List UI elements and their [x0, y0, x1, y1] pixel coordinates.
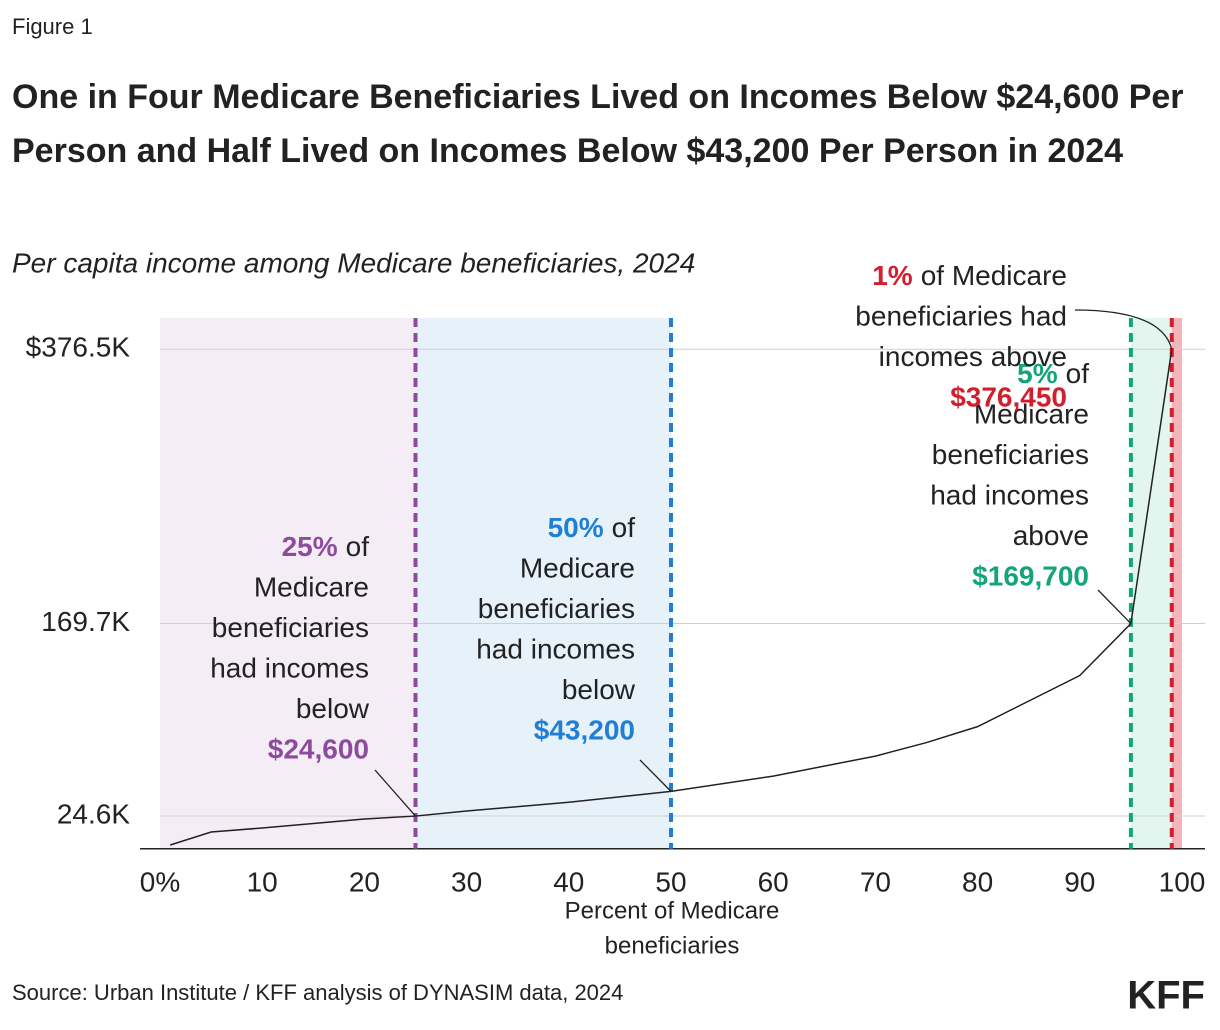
- annotation-text-part: had incomes: [476, 634, 635, 665]
- annotation-text: 25% of: [282, 531, 370, 562]
- annotation-text-part: beneficiaries had: [855, 301, 1067, 332]
- y-tick-label: $376.5K: [26, 332, 131, 363]
- annotation-text-part: below: [562, 674, 636, 705]
- annotation-text: $24,600: [268, 734, 369, 765]
- annotation-text: $43,200: [534, 715, 635, 746]
- x-tick-label: 20: [349, 866, 380, 897]
- annotation-text-part: below: [296, 693, 370, 724]
- annotation-text-part: Medicare: [254, 572, 369, 603]
- annotation-text-part: of: [612, 512, 636, 543]
- annotation-text: had incomes: [930, 480, 1089, 511]
- annotation-text: Medicare: [974, 399, 1089, 430]
- annotation-text-part: beneficiaries: [478, 593, 635, 624]
- y-tick-label: 169.7K: [41, 606, 130, 637]
- annotation-value: $24,600: [268, 734, 369, 765]
- x-tick-label: 50: [655, 866, 686, 897]
- annotation-text: 1% of Medicare: [872, 260, 1067, 291]
- annotation-text-part: Medicare: [520, 553, 635, 584]
- figure-label: Figure 1: [12, 14, 93, 39]
- annotation-text-part: above: [1013, 520, 1089, 551]
- annotation-text-part: had incomes: [210, 653, 369, 684]
- annotation-text: above: [1013, 520, 1089, 551]
- annotation-leader: [1074, 309, 1173, 350]
- shaded-region: [1171, 318, 1182, 849]
- annotation-text: beneficiaries: [212, 612, 369, 643]
- annotation-text: had incomes: [210, 653, 369, 684]
- x-tick-label: 0%: [140, 866, 180, 897]
- y-tick-label: 24.6K: [57, 798, 130, 829]
- annotation-value: $376,450: [950, 382, 1067, 413]
- x-tick-label: 10: [247, 866, 278, 897]
- annotation-text: $376,450: [950, 382, 1067, 413]
- annotation-text: below: [562, 674, 636, 705]
- shaded-region: [1130, 318, 1172, 849]
- subtitle: Per capita income among Medicare benefic…: [12, 247, 695, 278]
- annotation-text-part: of: [346, 531, 370, 562]
- annotation-leader: [1097, 589, 1132, 625]
- annotation-text: had incomes: [476, 634, 635, 665]
- annotation-value: $43,200: [534, 715, 635, 746]
- annotation-text: 5% of: [1017, 358, 1089, 389]
- x-tick-label: 30: [451, 866, 482, 897]
- x-axis-label: beneficiaries: [605, 932, 740, 959]
- x-tick-label: 90: [1064, 866, 1095, 897]
- annotation-text-part: had incomes: [930, 480, 1089, 511]
- annotation-text: incomes above: [879, 341, 1067, 372]
- annotation-text: Medicare: [254, 572, 369, 603]
- annotation-highlight: 25%: [282, 531, 338, 562]
- x-tick-label: 80: [962, 866, 993, 897]
- annotation-text-part: beneficiaries: [932, 439, 1089, 470]
- annotation-text-part: beneficiaries: [212, 612, 369, 643]
- annotation-leader: [374, 769, 416, 817]
- x-tick-label: 40: [553, 866, 584, 897]
- annotation-text: below: [296, 693, 370, 724]
- logo: KFF: [1127, 974, 1205, 1018]
- annotation-text: Medicare: [520, 553, 635, 584]
- annotation-text: $169,700: [972, 561, 1089, 592]
- x-tick-label: 100: [1159, 866, 1206, 897]
- annotation-text-part: Medicare: [974, 399, 1089, 430]
- x-tick-label: 70: [860, 866, 891, 897]
- source: Source: Urban Institute / KFF analysis o…: [12, 980, 623, 1005]
- shaded-region: [160, 318, 416, 849]
- x-axis-label: Percent of Medicare: [565, 897, 780, 924]
- annotation-value: $169,700: [972, 561, 1089, 592]
- annotation-text-part: of: [1066, 358, 1090, 389]
- shaded-region: [415, 318, 671, 849]
- annotation-text: beneficiaries: [478, 593, 635, 624]
- annotation-text-part: of Medicare: [921, 260, 1067, 291]
- annotation-highlight: 5%: [1017, 358, 1058, 389]
- annotation-text: beneficiaries: [932, 439, 1089, 470]
- annotation-text-part: incomes above: [879, 341, 1067, 372]
- annotation-text: 50% of: [548, 512, 636, 543]
- annotation-highlight: 50%: [548, 512, 604, 543]
- chart-title: One in Four Medicare Beneficiaries Lived…: [12, 78, 1184, 170]
- annotation-leader: [639, 759, 672, 792]
- annotation-highlight: 1%: [872, 260, 913, 291]
- x-tick-label: 60: [758, 866, 789, 897]
- annotation-text: beneficiaries had: [855, 301, 1067, 332]
